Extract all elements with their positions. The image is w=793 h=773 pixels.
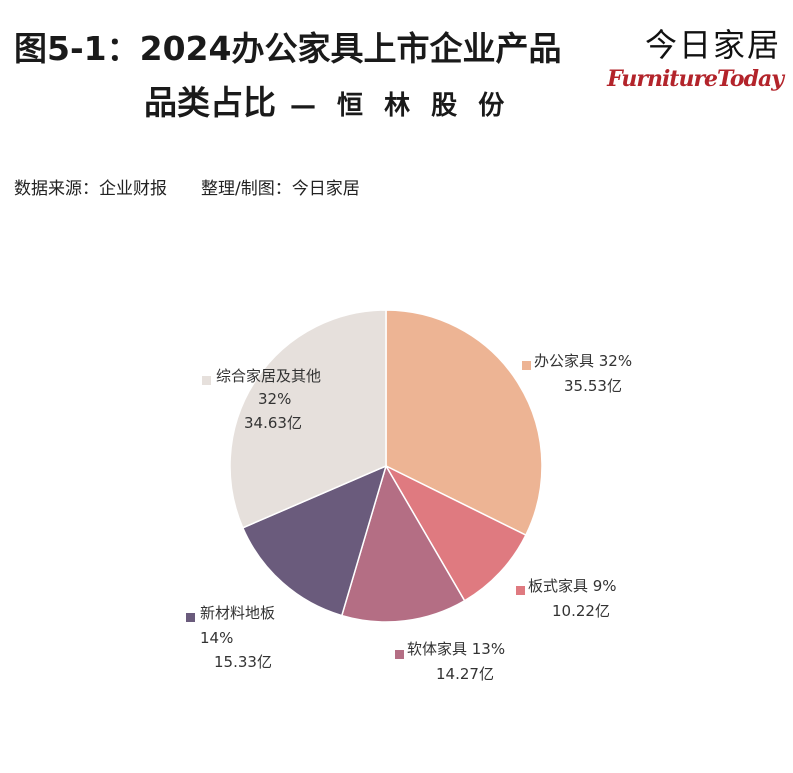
chart-title-company: — 恒 林 股 份 bbox=[290, 91, 511, 121]
slice-value-label: 14.27亿 bbox=[436, 665, 494, 683]
source-note: 数据来源：企业财报 整理/制图：今日家居 bbox=[14, 174, 360, 199]
slice-label: 软体家具 13% bbox=[407, 640, 505, 658]
legend-marker bbox=[516, 586, 525, 595]
slice-value-label: 14% bbox=[200, 629, 233, 647]
credit-text: 整理/制图：今日家居 bbox=[201, 179, 360, 199]
slice-value-label: 34.63亿 bbox=[244, 414, 302, 432]
chart-title-line1: 图5-1：2024办公家具上市企业产品 bbox=[14, 29, 562, 68]
legend-marker bbox=[395, 650, 404, 659]
slice-label: 板式家具 9% bbox=[528, 577, 617, 595]
slice-value-label: 15.33亿 bbox=[214, 653, 272, 671]
pie-slice bbox=[384, 464, 527, 602]
slice-label: 办公家具 32% bbox=[534, 352, 632, 370]
chart-title-line2: 品类占比 — 恒 林 股 份 bbox=[144, 76, 510, 124]
legend-marker bbox=[186, 613, 195, 622]
slice-value-label: 35.53亿 bbox=[564, 377, 622, 395]
pie-slice bbox=[229, 309, 387, 529]
slice-label: 综合家居及其他 bbox=[216, 367, 321, 385]
source-text: 数据来源：企业财报 bbox=[14, 179, 167, 199]
legend-marker bbox=[202, 376, 211, 385]
legend-marker bbox=[522, 361, 531, 370]
slice-value-label: 10.22亿 bbox=[552, 602, 610, 620]
slice-label: 新材料地板 bbox=[200, 604, 275, 622]
brand-logo-cn: 今日家居 bbox=[644, 26, 781, 64]
pie-slice bbox=[241, 464, 388, 617]
chart-title-category: 品类占比 bbox=[144, 83, 276, 122]
brand-logo-en: FurnitureToday bbox=[607, 66, 784, 92]
slice-value-label: 32% bbox=[258, 390, 291, 408]
pie-slice bbox=[340, 464, 466, 623]
pie-slice bbox=[385, 309, 543, 537]
